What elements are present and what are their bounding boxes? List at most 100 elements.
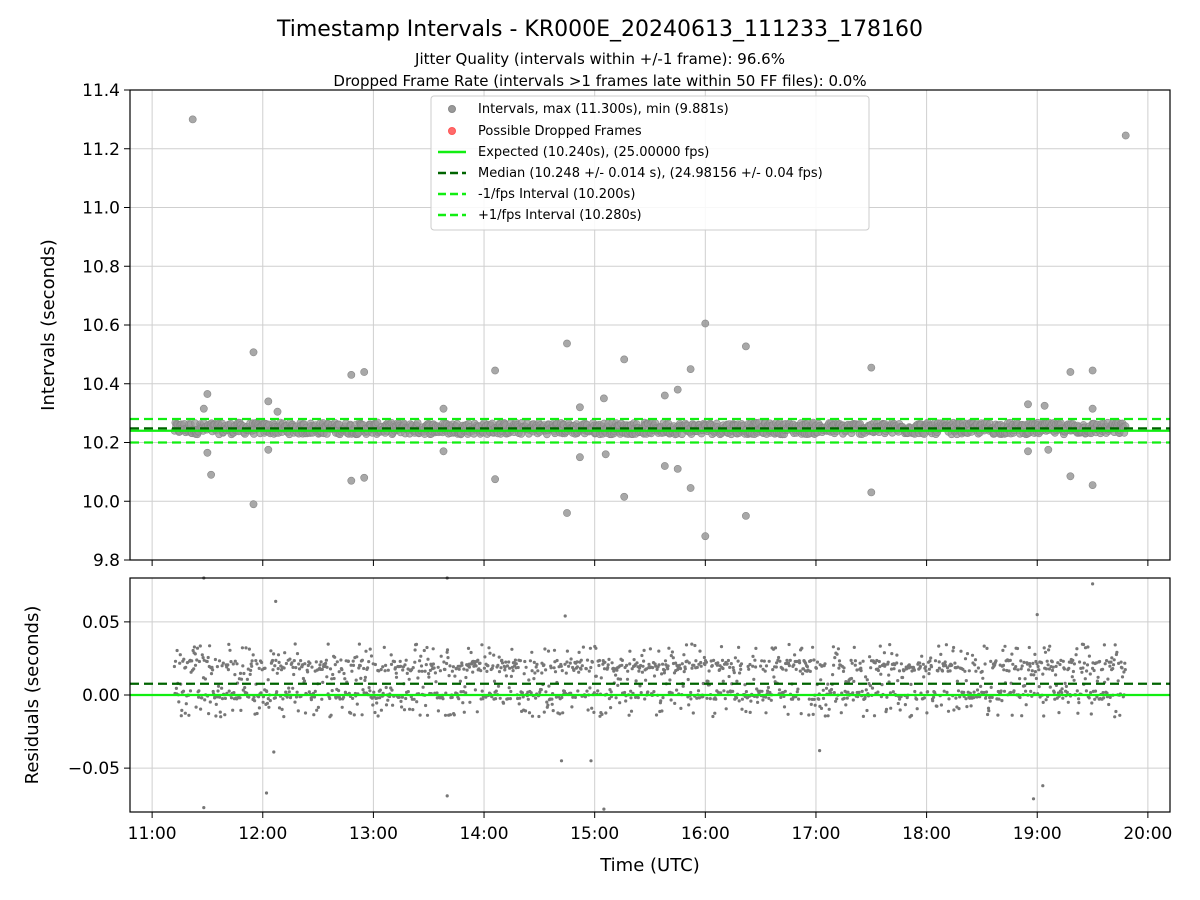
residual-point (217, 659, 222, 663)
residual-point (1002, 689, 1007, 693)
residual-point (739, 667, 743, 672)
residual-point (600, 712, 604, 717)
residual-point (709, 659, 713, 663)
residual-point (928, 659, 932, 663)
residual-point (712, 658, 716, 663)
residual-point (1078, 660, 1082, 664)
residual-point (962, 690, 966, 695)
residual-point (1110, 656, 1114, 660)
residual-point (731, 689, 735, 694)
residual-point (704, 660, 709, 664)
residual-point (197, 659, 201, 664)
residual-point (350, 669, 354, 673)
residual-point (955, 679, 960, 683)
residual-point (648, 647, 653, 651)
residual-point (261, 700, 265, 704)
top-axis-ticks: 9.8 10.0 10.2 10.4 10.6 10.8 11.0 11.2 11.4 (82, 81, 1149, 571)
residual-point (215, 695, 219, 699)
residual-point (640, 653, 644, 658)
residual-point (535, 662, 539, 667)
legend-box (430, 95, 870, 231)
residual-point (1123, 661, 1127, 665)
legend-label-intervals: Intervals, max (11.300s), min (9.881s) (478, 102, 729, 117)
residual-point (284, 661, 288, 666)
residual-point (575, 665, 580, 669)
residual-point (511, 669, 515, 673)
residual-point (1061, 659, 1065, 663)
residual-point (332, 676, 336, 681)
interval-outlier-point (701, 532, 710, 541)
residual-point (238, 671, 243, 676)
residual-point (690, 642, 694, 646)
residual-point (379, 667, 383, 672)
residual-point (576, 689, 580, 693)
residual-point (394, 671, 398, 675)
residual-point (630, 667, 634, 671)
residual-point (699, 660, 703, 665)
residual-point (276, 653, 281, 657)
residual-point (379, 708, 383, 712)
residual-point (1030, 669, 1034, 673)
residual-point (368, 689, 372, 693)
residual-point (642, 648, 646, 653)
residual-point (832, 691, 836, 695)
residual-point (787, 642, 791, 647)
residual-point (492, 653, 496, 657)
residual-point (389, 653, 393, 657)
residual-point (811, 712, 815, 717)
residual-point (628, 662, 632, 666)
residual-point (391, 703, 395, 707)
residual-point (494, 689, 498, 693)
residual-point (503, 665, 507, 669)
residual-point (219, 715, 223, 719)
residual-point (1029, 689, 1033, 694)
interval-outlier-point (1066, 368, 1075, 376)
residual-point (1087, 654, 1091, 658)
interval-outlier-point (439, 447, 448, 456)
residual-point (661, 696, 665, 700)
residual-point (826, 682, 830, 686)
interval-outlier-point (360, 473, 369, 482)
residual-point (408, 707, 412, 711)
residual-point (925, 711, 929, 715)
residual-point (324, 661, 328, 666)
residual-point (835, 697, 839, 701)
residual-point (1016, 668, 1020, 672)
residual-point (464, 675, 468, 680)
residual-point (552, 666, 556, 670)
residual-point (948, 669, 952, 673)
residual-point (598, 714, 602, 718)
residual-point (1059, 658, 1063, 663)
residual-point (760, 689, 764, 693)
residual-point (310, 665, 314, 669)
residual-point (221, 661, 225, 665)
residual-point (509, 674, 513, 679)
residual-point (534, 665, 538, 669)
residual-point (831, 673, 835, 677)
residual-point (1074, 653, 1078, 657)
residual-point (480, 643, 484, 647)
chart-title: Timestamp Intervals - KR000E_20240613_11… (276, 17, 923, 42)
residual-point (1113, 715, 1117, 719)
residual-point (369, 654, 374, 658)
top-y-tick-label: 10.6 (82, 316, 120, 336)
residual-point (625, 677, 630, 681)
chart-subtitle-dropped: Dropped Frame Rate (intervals >1 frames … (333, 72, 866, 90)
residual-point (247, 695, 251, 699)
residual-point (287, 690, 291, 694)
residual-point (530, 714, 535, 718)
residual-point (362, 691, 366, 695)
residual-point (1083, 677, 1087, 681)
residual-point (476, 658, 480, 662)
residual-point (682, 670, 686, 674)
residual-outlier-point (602, 807, 606, 811)
residual-point (647, 662, 651, 667)
residual-point (231, 708, 235, 712)
residual-point (681, 684, 685, 688)
residual-point (1093, 689, 1098, 693)
residual-point (695, 696, 699, 700)
residual-point (508, 697, 512, 701)
residual-point (465, 668, 469, 672)
residual-point (915, 697, 919, 701)
residual-point (507, 686, 511, 690)
